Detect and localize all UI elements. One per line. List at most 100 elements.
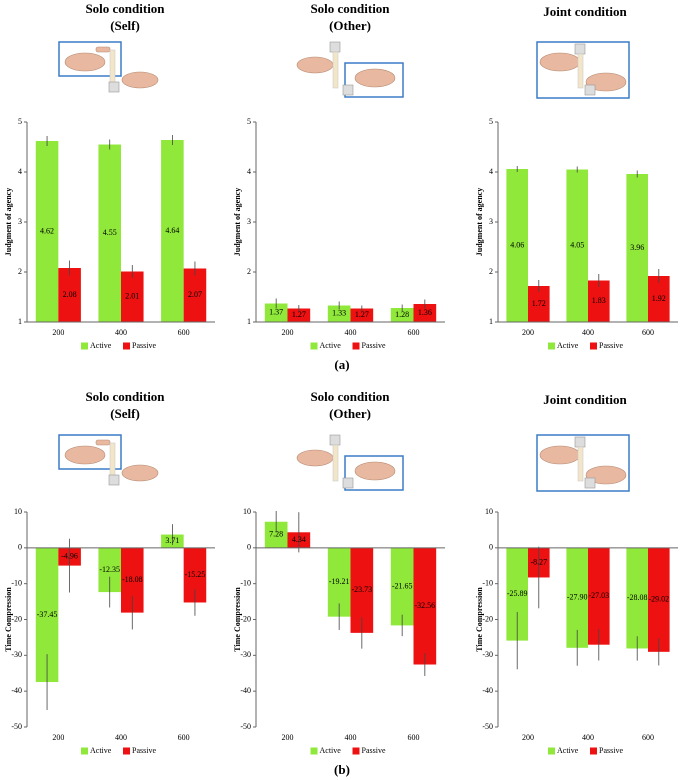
y-tick-label: 10 bbox=[243, 507, 251, 516]
legend-swatch bbox=[123, 747, 130, 755]
value-label: -12.35 bbox=[99, 565, 120, 574]
y-tick-label: -30 bbox=[482, 650, 493, 659]
value-label: -29.02 bbox=[648, 595, 669, 604]
bar bbox=[327, 547, 351, 617]
legend-swatch bbox=[81, 747, 88, 755]
bar bbox=[648, 547, 670, 652]
value-label: 3.96 bbox=[630, 243, 644, 252]
y-tick-label: 3 bbox=[247, 217, 251, 226]
bar bbox=[58, 268, 81, 322]
x-tick-label: 600 bbox=[408, 733, 420, 742]
y-tick-label: 3 bbox=[489, 217, 493, 226]
chart-title: Solo condition bbox=[85, 1, 165, 16]
chart-title: Joint condition bbox=[543, 4, 627, 19]
value-label: 3.71 bbox=[165, 536, 179, 545]
chart-title: Solo condition bbox=[85, 389, 165, 404]
bar bbox=[264, 303, 288, 322]
y-tick-label: 2 bbox=[489, 267, 493, 276]
y-tick-label: 5 bbox=[247, 117, 251, 126]
value-label: -15.25 bbox=[185, 570, 206, 579]
x-tick-label: 200 bbox=[282, 328, 294, 337]
value-label: -8.27 bbox=[530, 557, 547, 566]
bar bbox=[98, 547, 121, 593]
value-label: 2.07 bbox=[188, 290, 202, 299]
value-label: -4.96 bbox=[61, 552, 78, 561]
panel-label: (a) bbox=[334, 357, 349, 372]
chart-title: (Self) bbox=[110, 406, 140, 421]
chart: Solo condition (Other) Judgment of agency 1… bbox=[233, 1, 445, 350]
legend-label: Active bbox=[557, 746, 579, 755]
y-axis-label: Judgment of agency bbox=[4, 188, 13, 256]
icon-other-a bbox=[296, 41, 404, 98]
value-label: 1.37 bbox=[269, 308, 283, 317]
x-tick-label: 200 bbox=[52, 328, 64, 337]
legend-label: Active bbox=[557, 341, 579, 350]
x-tick-label: 600 bbox=[178, 733, 190, 742]
x-tick-label: 400 bbox=[582, 328, 594, 337]
legend-label: Passive bbox=[132, 746, 156, 755]
bar bbox=[161, 140, 184, 322]
bar bbox=[506, 547, 528, 641]
x-tick-label: 600 bbox=[408, 328, 420, 337]
legend-label: Passive bbox=[599, 341, 623, 350]
y-axis-label: Time Compression bbox=[475, 587, 484, 652]
bar bbox=[566, 169, 588, 322]
bar bbox=[264, 521, 288, 548]
y-tick-label: -20 bbox=[240, 614, 251, 623]
icon-joint-a bbox=[536, 41, 630, 99]
y-tick-label: 1 bbox=[489, 317, 493, 326]
y-tick-label: -30 bbox=[240, 650, 251, 659]
y-tick-label: 1 bbox=[247, 317, 251, 326]
chart-title: (Other) bbox=[329, 18, 371, 33]
legend-swatch bbox=[548, 747, 555, 755]
x-tick-label: 600 bbox=[642, 328, 654, 337]
value-label: 1.28 bbox=[395, 310, 409, 319]
y-tick-label: 2 bbox=[18, 267, 22, 276]
bar bbox=[98, 144, 121, 322]
chart: Solo condition (Other) Time Compression -50… bbox=[233, 389, 445, 755]
chart-title: Solo condition bbox=[310, 389, 390, 404]
legend-swatch bbox=[310, 747, 318, 755]
value-label: -23.73 bbox=[352, 585, 373, 594]
value-label: 1.27 bbox=[355, 310, 369, 319]
value-label: 4.55 bbox=[103, 228, 117, 237]
bar bbox=[183, 268, 207, 322]
bar bbox=[121, 271, 144, 322]
legend-swatch bbox=[352, 747, 360, 755]
value-label: -18.08 bbox=[122, 575, 143, 584]
value-label: 1.72 bbox=[532, 299, 546, 308]
bar bbox=[350, 308, 374, 322]
bar bbox=[566, 547, 588, 648]
y-tick-label: 5 bbox=[489, 117, 493, 126]
y-axis-label: Time Compression bbox=[233, 587, 242, 652]
bar bbox=[413, 547, 437, 665]
legend-swatch bbox=[548, 342, 555, 350]
legend-swatch bbox=[590, 747, 597, 755]
y-axis-label: Judgment of agency bbox=[475, 188, 484, 256]
value-label: 4.62 bbox=[40, 226, 54, 235]
legend-swatch bbox=[352, 342, 360, 350]
legend-label: Passive bbox=[132, 341, 156, 350]
legend-label: Active bbox=[320, 746, 342, 755]
legend-swatch bbox=[123, 342, 130, 350]
x-tick-label: 400 bbox=[345, 328, 357, 337]
value-label: -32.56 bbox=[415, 601, 436, 610]
y-tick-label: 4 bbox=[489, 167, 493, 176]
y-axis-label: Judgment of agency bbox=[233, 188, 242, 256]
chart-title: (Self) bbox=[110, 18, 140, 33]
y-tick-label: -40 bbox=[11, 686, 22, 695]
x-tick-label: 400 bbox=[115, 328, 127, 337]
value-label: 4.64 bbox=[165, 226, 179, 235]
value-label: -27.90 bbox=[567, 593, 588, 602]
value-label: -27.03 bbox=[588, 591, 609, 600]
bar bbox=[588, 547, 610, 645]
y-tick-label: -40 bbox=[240, 686, 251, 695]
value-label: 2.01 bbox=[125, 292, 139, 301]
value-label: 1.83 bbox=[592, 296, 606, 305]
x-tick-label: 400 bbox=[115, 733, 127, 742]
value-label: 1.36 bbox=[418, 308, 432, 317]
value-label: 4.34 bbox=[292, 535, 306, 544]
bar bbox=[35, 141, 59, 322]
value-label: 1.27 bbox=[292, 310, 306, 319]
legend-label: Passive bbox=[599, 746, 623, 755]
